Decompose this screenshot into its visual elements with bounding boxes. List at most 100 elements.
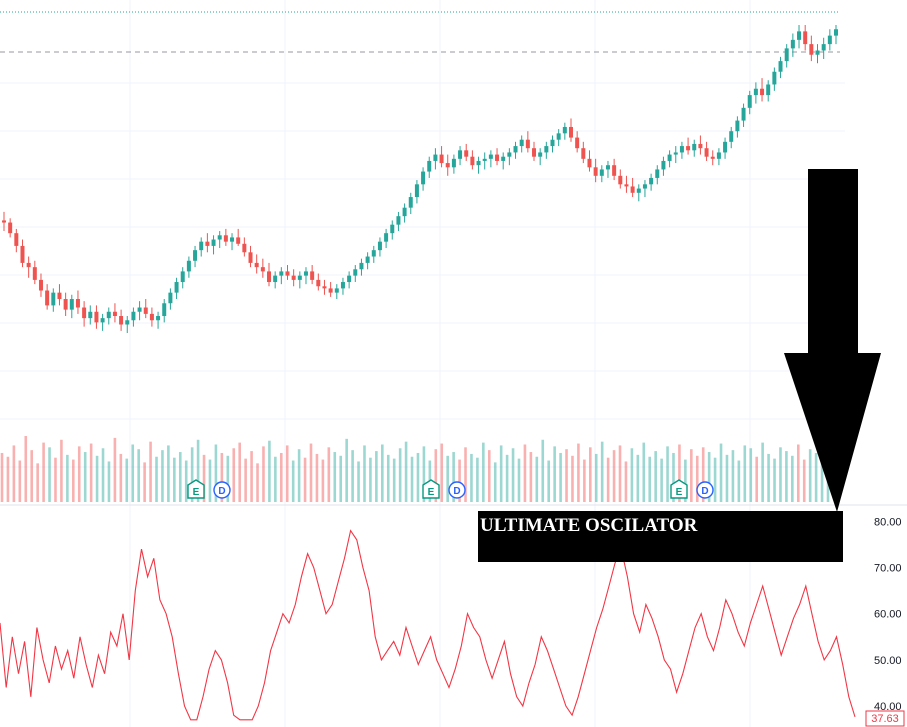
volume-bar: [624, 461, 628, 502]
oscillator-line[interactable]: [0, 529, 856, 721]
volume-bar: [184, 460, 188, 502]
volume-bar: [297, 449, 301, 502]
candle: [38, 273, 43, 297]
earnings-marker[interactable]: E: [670, 479, 688, 499]
candle-body: [199, 241, 204, 251]
candle-body: [365, 256, 370, 263]
volume-bar: [398, 448, 402, 502]
candle: [230, 233, 235, 251]
candle: [291, 269, 296, 287]
candle-body: [359, 262, 364, 270]
candle: [20, 239, 25, 268]
candle-body: [57, 292, 62, 300]
candle: [513, 141, 518, 159]
dividend-marker[interactable]: D: [448, 481, 466, 499]
y-tick-label: 40.00: [874, 701, 902, 713]
candle: [803, 25, 808, 51]
candle-body: [581, 148, 586, 159]
candle: [649, 173, 654, 191]
candle-body: [815, 50, 820, 55]
y-tick-label: 80.00: [874, 516, 902, 528]
candle-body: [624, 184, 629, 187]
volume-bar: [66, 454, 69, 502]
volume-bar: [315, 453, 319, 502]
volume-bar: [167, 445, 170, 502]
candle: [353, 265, 358, 283]
candle: [88, 305, 93, 325]
volume-bar: [119, 453, 123, 502]
candle: [334, 284, 339, 300]
candle: [433, 148, 438, 170]
volume-bars: [0, 436, 830, 502]
volume-bar: [381, 444, 384, 502]
candle: [112, 303, 117, 323]
candle-body: [322, 286, 327, 289]
candle-body: [568, 126, 573, 138]
candle: [532, 141, 537, 161]
candle: [747, 90, 752, 115]
volume-bar: [636, 454, 640, 502]
candle: [396, 211, 401, 232]
candle: [642, 180, 647, 198]
candle-body: [704, 148, 709, 157]
candle-body: [279, 271, 284, 276]
candle: [143, 299, 148, 319]
candle: [51, 288, 56, 312]
candlestick-series[interactable]: [2, 25, 838, 333]
candle-body: [211, 239, 216, 246]
volume-bar: [571, 455, 574, 502]
candle-body: [353, 269, 358, 276]
volume-bar: [642, 442, 646, 502]
candle: [550, 135, 555, 153]
candle: [790, 33, 795, 57]
earnings-marker[interactable]: E: [422, 479, 440, 499]
candle-body: [193, 250, 198, 261]
candle: [568, 118, 573, 142]
candle: [538, 148, 543, 166]
candle-body: [772, 71, 777, 85]
candle-body: [723, 141, 728, 153]
volume-bar: [796, 444, 800, 502]
volume-bar: [458, 459, 461, 502]
candle: [279, 267, 284, 285]
candle-body: [532, 148, 537, 157]
candle-body: [519, 139, 524, 147]
candle: [14, 228, 19, 253]
candle-body: [230, 237, 235, 242]
candle: [316, 273, 321, 291]
dividend-marker[interactable]: D: [696, 481, 714, 499]
earnings-marker-label: E: [676, 487, 683, 498]
oscillator-y-axis: 80.00 70.00 60.00 50.00 40.00: [874, 516, 902, 713]
candle-body: [119, 316, 124, 325]
dividend-marker-label: D: [218, 486, 225, 497]
candle: [673, 146, 678, 164]
annotation-overlay: ULTIMATE OSCILATOR: [478, 169, 881, 562]
candle-body: [273, 275, 278, 283]
earnings-marker[interactable]: E: [187, 479, 205, 499]
candle: [575, 131, 580, 153]
candle-body: [106, 311, 111, 319]
volume-bar: [511, 448, 515, 502]
candle: [797, 25, 802, 49]
annotation-banner: [478, 511, 843, 562]
volume-bar: [695, 455, 699, 502]
candle-body: [803, 31, 808, 45]
candle: [587, 150, 592, 172]
volume-bar: [761, 442, 764, 502]
volume-bar: [309, 443, 313, 502]
volume-bar: [618, 445, 622, 502]
candle-body: [679, 146, 684, 153]
candle: [507, 148, 512, 166]
candle: [186, 256, 191, 278]
volume-bar: [369, 457, 372, 502]
candle-body: [260, 267, 265, 272]
volume-bar: [666, 446, 669, 502]
candle: [704, 141, 709, 161]
candle: [556, 129, 561, 147]
candle-body: [402, 207, 407, 217]
candle-body: [538, 152, 543, 157]
dividend-marker[interactable]: D: [213, 481, 231, 499]
volume-bar: [18, 460, 22, 502]
candle-body: [562, 126, 567, 134]
